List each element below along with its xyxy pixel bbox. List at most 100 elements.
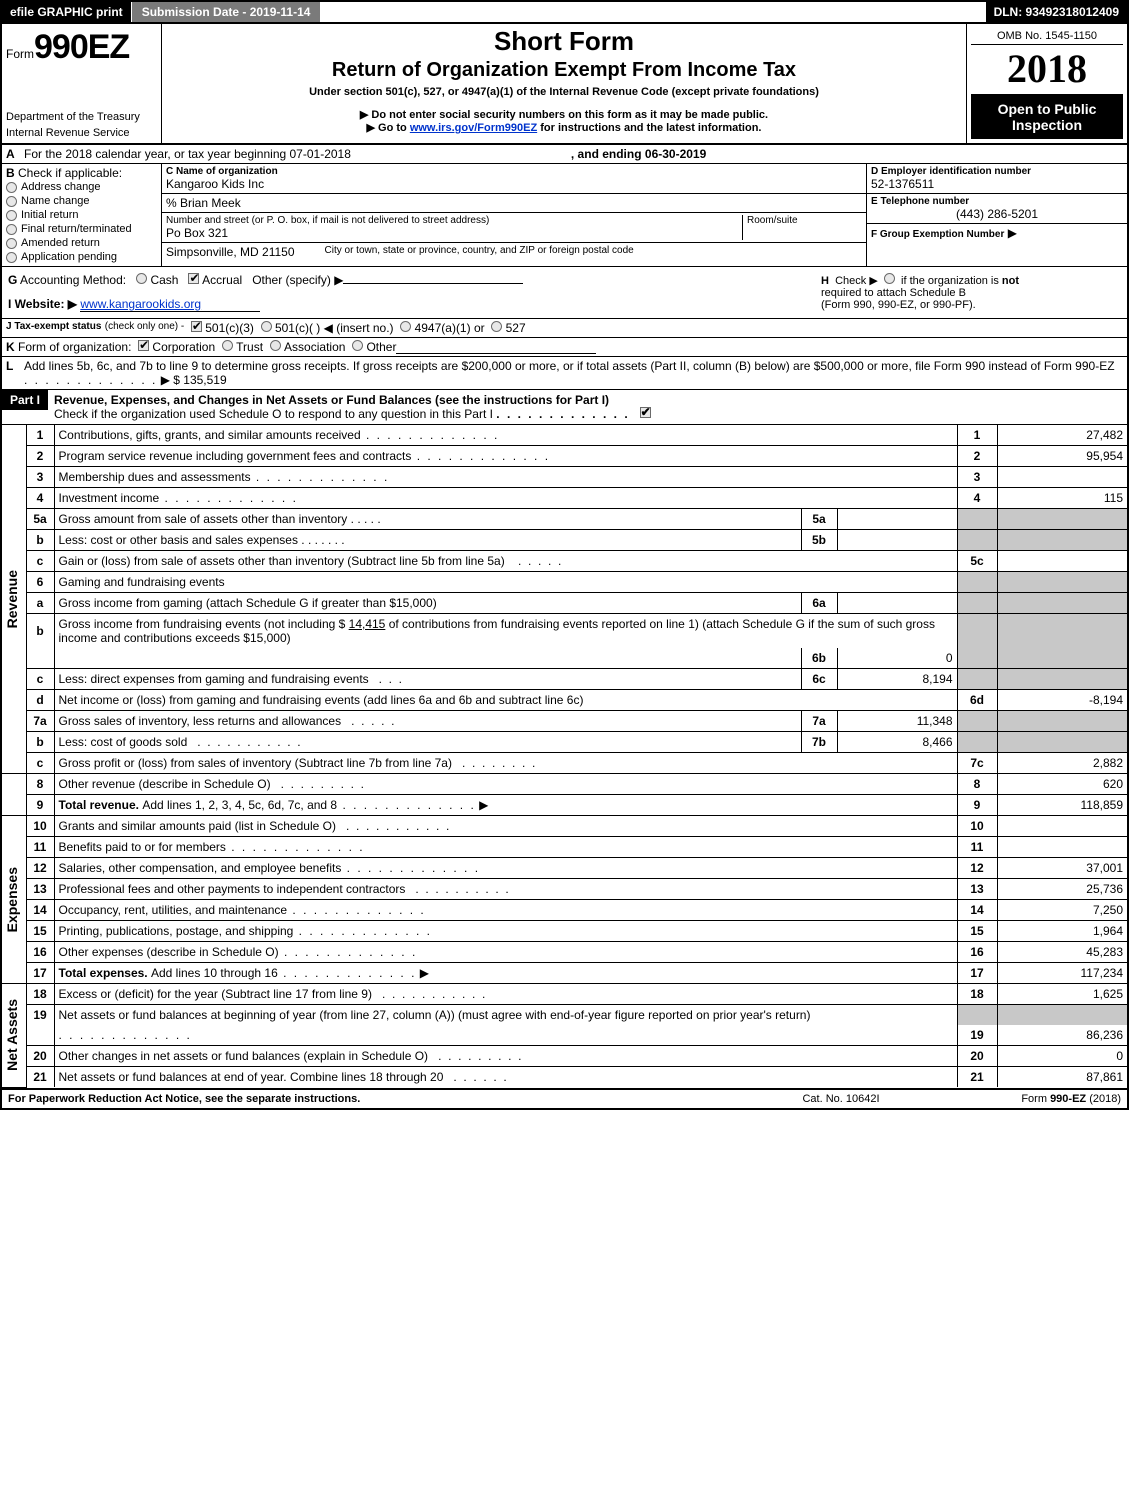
mid-val: 0 — [837, 648, 957, 669]
check-final-return[interactable]: Final return/terminated — [6, 222, 157, 236]
goto-prefix: ▶ Go to — [367, 122, 410, 134]
page-footer: For Paperwork Reduction Act Notice, see … — [0, 1090, 1129, 1110]
col-val: 620 — [997, 774, 1127, 795]
row-desc: Contributions, gifts, grants, and simila… — [54, 425, 957, 446]
d-label: D Employer identification number — [871, 166, 1123, 177]
row-6a: a Gross income from gaming (attach Sched… — [2, 593, 1127, 614]
radio-icon — [6, 210, 17, 221]
check-application-pending[interactable]: Application pending — [6, 250, 157, 264]
line-i: I Website: ▶ www.kangarookids.org — [8, 297, 791, 312]
col-num — [957, 509, 997, 530]
financial-table: Revenue 1 Contributions, gifts, grants, … — [2, 425, 1127, 1088]
row-num: 5a — [26, 509, 54, 530]
check-amended-return[interactable]: Amended return — [6, 236, 157, 250]
radio-icon — [6, 182, 17, 193]
row-6d: d Net income or (loss) from gaming and f… — [2, 690, 1127, 711]
row-num: 2 — [26, 446, 54, 467]
footer-formref: Form 990-EZ (2018) — [941, 1093, 1121, 1105]
row-desc: Gross sales of inventory, less returns a… — [54, 711, 801, 732]
checkbox-icon[interactable] — [188, 273, 199, 284]
dept-irs: Internal Revenue Service — [6, 123, 157, 139]
col-num: 2 — [957, 446, 997, 467]
radio-icon[interactable] — [400, 321, 411, 332]
row-desc: Net income or (loss) from gaming and fun… — [54, 690, 957, 711]
website-link[interactable]: www.kangarookids.org — [80, 297, 260, 312]
radio-icon[interactable] — [491, 321, 502, 332]
k-assoc: Association — [284, 340, 345, 354]
line-a-label: A — [6, 147, 24, 161]
col-num — [957, 614, 997, 649]
col-num: 1 — [957, 425, 997, 446]
radio-icon[interactable] — [884, 273, 895, 284]
row-desc — [54, 1025, 957, 1046]
col-val: 37,001 — [997, 858, 1127, 879]
h-text1: if the organization is — [901, 275, 1002, 287]
g-other-input[interactable] — [343, 283, 523, 284]
checkbox-icon[interactable] — [640, 407, 651, 418]
col-num: 6d — [957, 690, 997, 711]
k-other-input[interactable] — [396, 340, 596, 354]
col-val — [997, 732, 1127, 753]
k-corp: Corporation — [152, 340, 215, 354]
row-7c: c Gross profit or (loss) from sales of i… — [2, 753, 1127, 774]
col-val: 1,964 — [997, 921, 1127, 942]
row-desc: Membership dues and assessments — [54, 467, 957, 488]
j-subtext: (check only one) - — [105, 321, 184, 335]
row-7b: b Less: cost of goods sold . . . . . . .… — [2, 732, 1127, 753]
radio-icon[interactable] — [261, 321, 272, 332]
row-17: 17 Total expenses. Add lines 10 through … — [2, 963, 1127, 984]
col-num: 16 — [957, 942, 997, 963]
row-5b: b Less: cost or other basis and sales ex… — [2, 530, 1127, 551]
form-number: Form990EZ — [6, 28, 157, 67]
row-num: 20 — [26, 1046, 54, 1067]
col-num: 17 — [957, 963, 997, 984]
city-value: Simpsonville, MD 21150 — [166, 245, 295, 259]
mid-val — [837, 530, 957, 551]
col-num: 11 — [957, 837, 997, 858]
goto-link[interactable]: www.irs.gov/Form990EZ — [410, 122, 537, 134]
k-other: Other — [366, 340, 396, 354]
row-desc: Net assets or fund balances at beginning… — [54, 1005, 957, 1026]
row-2: 2 Program service revenue including gove… — [2, 446, 1127, 467]
row-num — [26, 1025, 54, 1046]
radio-icon[interactable] — [270, 340, 281, 351]
row-num: 9 — [26, 795, 54, 816]
checkbox-icon[interactable] — [191, 321, 202, 332]
efile-print-button[interactable]: efile GRAPHIC print — [2, 2, 132, 22]
check-address-change[interactable]: Address change — [6, 180, 157, 194]
checkbox-icon[interactable] — [138, 340, 149, 351]
row-desc: Printing, publications, postage, and shi… — [54, 921, 957, 942]
row-16: 16 Other expenses (describe in Schedule … — [2, 942, 1127, 963]
c-addr-row: Number and street (or P. O. box, if mail… — [162, 213, 866, 243]
col-val — [997, 530, 1127, 551]
footer-catno: Cat. No. 10642I — [741, 1093, 941, 1105]
check-name-change[interactable]: Name change — [6, 194, 157, 208]
line-j: J Tax-exempt status (check only one) - 5… — [2, 319, 1127, 338]
row-5a: 5a Gross amount from sale of assets othe… — [2, 509, 1127, 530]
col-val — [997, 614, 1127, 649]
row-num: a — [26, 593, 54, 614]
col-val — [997, 837, 1127, 858]
row-num: 14 — [26, 900, 54, 921]
radio-icon[interactable] — [222, 340, 233, 351]
revenue-side: Revenue — [2, 425, 26, 774]
check-initial-return[interactable]: Initial return — [6, 208, 157, 222]
line-g: G Accounting Method: Cash Accrual Other … — [8, 273, 791, 287]
row-num: b — [26, 614, 54, 649]
radio-icon[interactable] — [352, 340, 363, 351]
g-accrual: Accrual — [202, 273, 242, 287]
row-desc: Total revenue. Add lines 1, 2, 3, 4, 5c,… — [54, 795, 957, 816]
check-label: Final return/terminated — [21, 223, 132, 235]
col-num: 3 — [957, 467, 997, 488]
col-num: 4 — [957, 488, 997, 509]
row-num: 3 — [26, 467, 54, 488]
subtitle: Under section 501(c), 527, or 4947(a)(1)… — [168, 86, 960, 98]
row-15: 15 Printing, publications, postage, and … — [2, 921, 1127, 942]
row-desc: Less: cost or other basis and sales expe… — [54, 530, 801, 551]
col-val: 45,283 — [997, 942, 1127, 963]
line-a-ending: , and ending 06-30-2019 — [571, 147, 706, 161]
radio-icon[interactable] — [136, 273, 147, 284]
mid-num: 6b — [801, 648, 837, 669]
f-arrow: ▶ — [1008, 226, 1017, 240]
col-num: 10 — [957, 816, 997, 837]
